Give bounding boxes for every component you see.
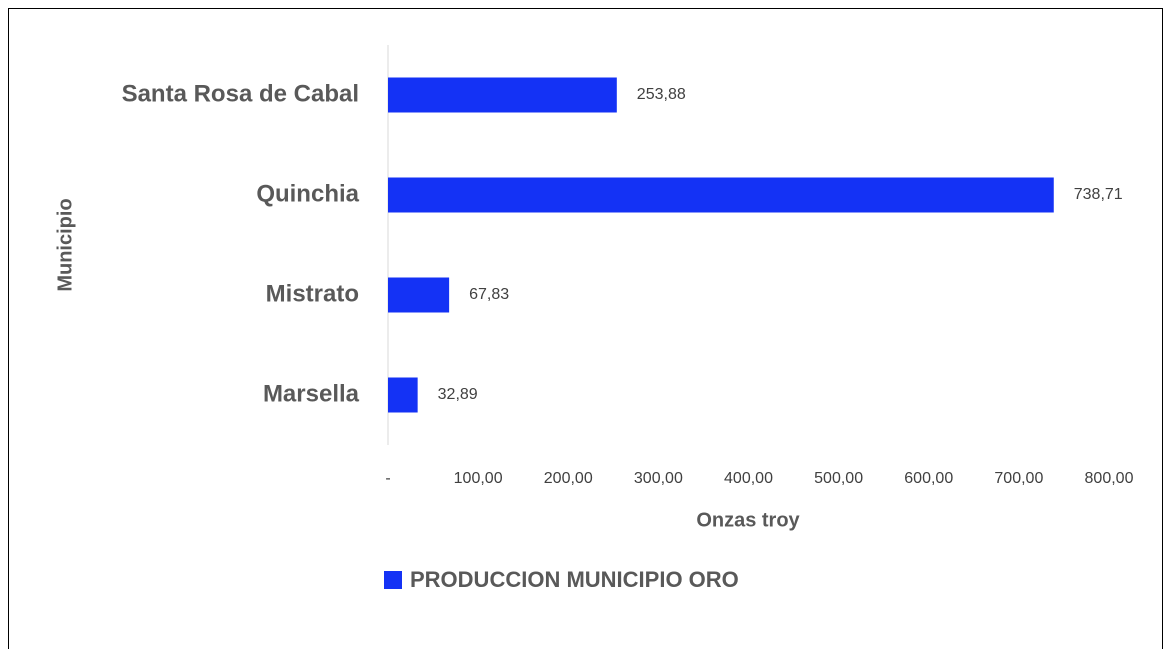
- y-tick-label: Quinchia: [256, 180, 359, 207]
- value-label: 738,71: [1074, 186, 1123, 203]
- x-axis-title: Onzas troy: [696, 509, 800, 531]
- legend-swatch: [384, 571, 402, 589]
- y-axis-title: Municipio: [54, 198, 76, 291]
- value-label: 32,89: [438, 386, 478, 403]
- x-tick-label: 100,00: [454, 470, 503, 487]
- bar: [388, 377, 418, 413]
- x-tick-label: 300,00: [634, 470, 683, 487]
- bar: [388, 177, 1054, 213]
- legend-label: PRODUCCION MUNICIPIO ORO: [410, 567, 739, 592]
- x-tick-label: 800,00: [1085, 470, 1134, 487]
- x-tick-label: 200,00: [544, 470, 593, 487]
- value-label: 67,83: [469, 286, 509, 303]
- x-tick-label: 600,00: [904, 470, 953, 487]
- bar: [388, 277, 450, 313]
- y-tick-label: Mistrato: [266, 280, 359, 307]
- x-tick-label: 700,00: [994, 470, 1043, 487]
- value-label: 253,88: [637, 86, 686, 103]
- chart-frame: [8, 8, 1163, 649]
- bar: [388, 77, 617, 113]
- x-tick-label: 400,00: [724, 470, 773, 487]
- y-tick-label: Santa Rosa de Cabal: [122, 80, 359, 107]
- y-tick-label: Marsella: [263, 380, 360, 407]
- x-tick-label: -: [385, 470, 390, 487]
- x-tick-label: 500,00: [814, 470, 863, 487]
